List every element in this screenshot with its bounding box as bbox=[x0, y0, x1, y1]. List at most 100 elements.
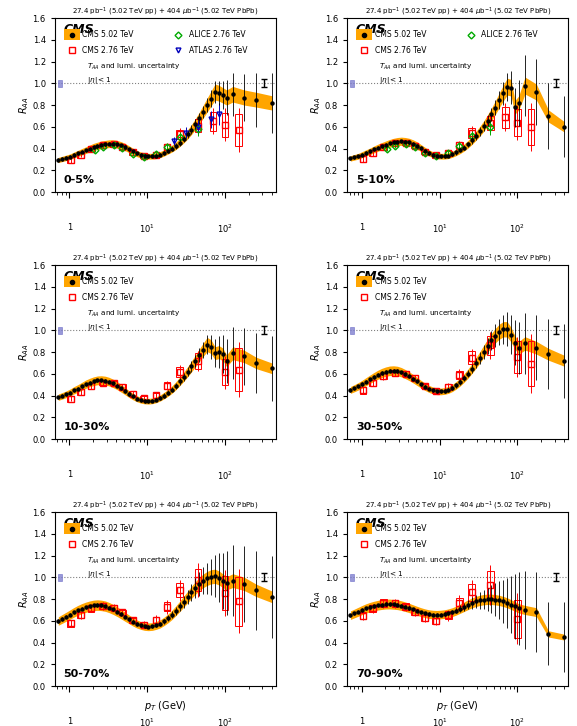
Text: 1: 1 bbox=[359, 470, 364, 478]
Bar bbox=[487, 336, 494, 355]
Bar bbox=[68, 396, 74, 401]
Bar bbox=[222, 113, 228, 136]
Bar bbox=[77, 152, 84, 158]
Text: ATLAS 2.76 TeV: ATLAS 2.76 TeV bbox=[189, 46, 247, 55]
Text: $10^2$: $10^2$ bbox=[218, 470, 233, 482]
Text: $T_{AA}$ and lumi. uncertainty: $T_{AA}$ and lumi. uncertainty bbox=[87, 309, 181, 319]
Bar bbox=[119, 384, 126, 389]
Text: CMS 2.76 TeV: CMS 2.76 TeV bbox=[374, 46, 426, 55]
Bar bbox=[402, 603, 409, 610]
Text: CMS 2.76 TeV: CMS 2.76 TeV bbox=[374, 540, 426, 549]
Bar bbox=[140, 396, 147, 400]
Bar bbox=[469, 128, 475, 138]
Bar bbox=[222, 576, 228, 611]
Bar bbox=[99, 380, 106, 386]
Text: $10^1$: $10^1$ bbox=[432, 223, 447, 235]
Text: $|\eta|<1$: $|\eta|<1$ bbox=[379, 76, 403, 86]
Bar bbox=[350, 574, 354, 581]
Bar bbox=[129, 391, 136, 396]
Bar bbox=[356, 523, 372, 534]
Bar bbox=[164, 144, 170, 150]
Bar bbox=[350, 81, 354, 86]
Bar bbox=[411, 608, 418, 615]
Bar bbox=[68, 620, 74, 627]
Text: $10^2$: $10^2$ bbox=[218, 223, 233, 235]
Y-axis label: $R_{AA}$: $R_{AA}$ bbox=[309, 343, 323, 361]
Text: CMS 2.76 TeV: CMS 2.76 TeV bbox=[374, 293, 426, 302]
Text: ALICE 2.76 TeV: ALICE 2.76 TeV bbox=[189, 30, 245, 39]
Bar bbox=[140, 154, 147, 158]
Text: 1: 1 bbox=[359, 223, 364, 232]
Text: 30-50%: 30-50% bbox=[356, 422, 402, 432]
Text: $|\eta|<1$: $|\eta|<1$ bbox=[87, 322, 111, 333]
Bar bbox=[369, 605, 376, 612]
Bar bbox=[527, 340, 534, 386]
Text: $10^1$: $10^1$ bbox=[432, 717, 447, 726]
Y-axis label: $R_{AA}$: $R_{AA}$ bbox=[309, 97, 323, 114]
Text: 1: 1 bbox=[67, 223, 72, 232]
Text: CMS 5.02 TeV: CMS 5.02 TeV bbox=[83, 30, 134, 39]
Bar bbox=[445, 611, 452, 619]
Text: $T_{AA}$ and lumi. uncertainty: $T_{AA}$ and lumi. uncertainty bbox=[379, 309, 473, 319]
Bar bbox=[350, 327, 354, 333]
Text: CMS 5.02 TeV: CMS 5.02 TeV bbox=[374, 524, 426, 533]
Bar bbox=[469, 351, 475, 364]
Text: 1: 1 bbox=[67, 717, 72, 725]
X-axis label: $p_{T}$ (GeV): $p_{T}$ (GeV) bbox=[144, 699, 187, 713]
Text: $T_{AA}$ and lumi. uncertainty: $T_{AA}$ and lumi. uncertainty bbox=[379, 555, 473, 566]
Bar bbox=[487, 571, 494, 598]
Bar bbox=[356, 277, 372, 287]
Bar bbox=[58, 327, 62, 333]
Bar bbox=[235, 576, 242, 626]
Text: 0-5%: 0-5% bbox=[63, 175, 95, 185]
Bar bbox=[402, 140, 409, 145]
Bar bbox=[445, 384, 452, 390]
Text: CMS 5.02 TeV: CMS 5.02 TeV bbox=[83, 524, 134, 533]
Bar bbox=[392, 370, 399, 376]
Text: $10^1$: $10^1$ bbox=[140, 470, 155, 482]
Text: 1: 1 bbox=[359, 717, 364, 725]
Bar bbox=[432, 153, 439, 158]
Bar bbox=[63, 277, 80, 287]
Text: 1: 1 bbox=[67, 470, 72, 478]
Title: 27.4 pb$^{-1}$ (5.02 TeV pp) + 404 $\mu$b$^{-1}$ (5.02 TeV PbPb): 27.4 pb$^{-1}$ (5.02 TeV pp) + 404 $\mu$… bbox=[72, 6, 258, 18]
Bar bbox=[527, 110, 534, 145]
Bar bbox=[110, 605, 117, 611]
Bar bbox=[58, 574, 62, 581]
Bar bbox=[63, 523, 80, 534]
Bar bbox=[380, 144, 387, 150]
Title: 27.4 pb$^{-1}$ (5.02 TeV pp) + 404 $\mu$b$^{-1}$ (5.02 TeV PbPb): 27.4 pb$^{-1}$ (5.02 TeV pp) + 404 $\mu$… bbox=[365, 6, 551, 18]
Bar bbox=[356, 30, 372, 40]
Bar bbox=[514, 600, 520, 638]
Bar bbox=[235, 348, 242, 391]
Text: ALICE 2.76 TeV: ALICE 2.76 TeV bbox=[481, 30, 538, 39]
Bar bbox=[164, 383, 170, 389]
Text: CMS 5.02 TeV: CMS 5.02 TeV bbox=[83, 277, 134, 286]
Bar bbox=[514, 110, 520, 136]
Text: $10^2$: $10^2$ bbox=[509, 470, 526, 482]
Title: 27.4 pb$^{-1}$ (5.02 TeV pp) + 404 $\mu$b$^{-1}$ (5.02 TeV PbPb): 27.4 pb$^{-1}$ (5.02 TeV pp) + 404 $\mu$… bbox=[365, 253, 551, 265]
Text: CMS 5.02 TeV: CMS 5.02 TeV bbox=[374, 30, 426, 39]
Bar bbox=[432, 388, 439, 393]
Bar bbox=[119, 610, 126, 615]
Text: CMS 5.02 TeV: CMS 5.02 TeV bbox=[374, 277, 426, 286]
Bar bbox=[140, 622, 147, 627]
Y-axis label: $R_{AA}$: $R_{AA}$ bbox=[309, 590, 323, 608]
Bar bbox=[359, 612, 366, 619]
Bar bbox=[176, 130, 183, 139]
Bar bbox=[194, 119, 201, 132]
Bar bbox=[77, 611, 84, 618]
Bar bbox=[99, 603, 106, 609]
Bar bbox=[110, 380, 117, 386]
Text: $10^1$: $10^1$ bbox=[140, 223, 155, 235]
Text: $T_{AA}$ and lumi. uncertainty: $T_{AA}$ and lumi. uncertainty bbox=[379, 62, 473, 72]
Bar bbox=[411, 143, 418, 149]
Text: CMS: CMS bbox=[356, 518, 387, 531]
Text: CMS: CMS bbox=[63, 23, 94, 36]
Bar bbox=[77, 389, 84, 395]
Text: $10^2$: $10^2$ bbox=[509, 717, 526, 726]
Text: $10^2$: $10^2$ bbox=[218, 717, 233, 726]
Title: 27.4 pb$^{-1}$ (5.02 TeV pp) + 404 $\mu$b$^{-1}$ (5.02 TeV PbPb): 27.4 pb$^{-1}$ (5.02 TeV pp) + 404 $\mu$… bbox=[72, 253, 258, 265]
Text: CMS: CMS bbox=[356, 23, 387, 36]
Y-axis label: $R_{AA}$: $R_{AA}$ bbox=[17, 590, 31, 608]
